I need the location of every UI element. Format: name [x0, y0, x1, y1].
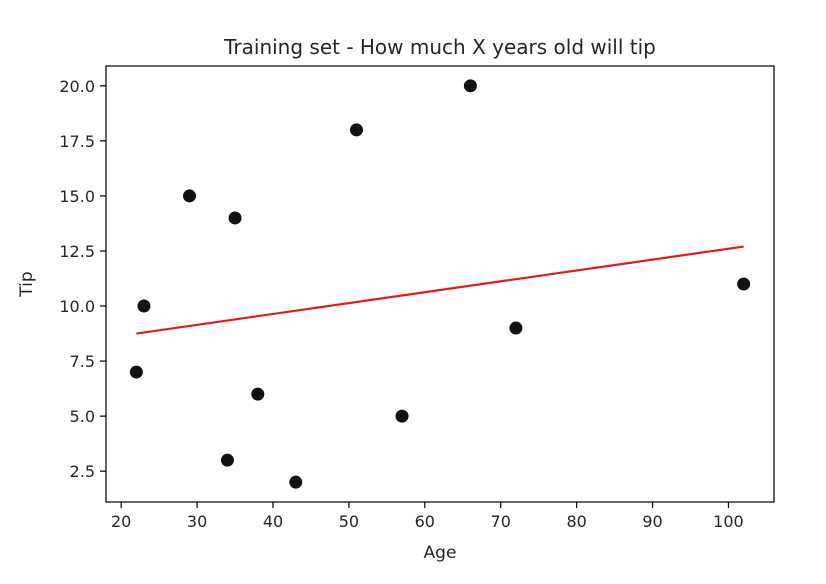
- data-point: [183, 189, 196, 203]
- x-tick-label: 40: [263, 512, 283, 531]
- data-point: [509, 321, 523, 335]
- data-point: [737, 277, 751, 291]
- x-tick-label: 50: [339, 512, 359, 531]
- y-tick-label: 7.5: [70, 352, 95, 371]
- x-tick-label: 20: [111, 512, 131, 531]
- x-tick-label: 100: [713, 512, 744, 531]
- x-tick-label: 30: [187, 512, 207, 531]
- y-tick-label: 20.0: [59, 77, 95, 96]
- data-point: [129, 365, 143, 379]
- regression-line: [136, 245, 744, 335]
- y-tick-label: 5.0: [70, 407, 95, 426]
- x-tick-label: 60: [415, 512, 435, 531]
- y-tick-label: 15.0: [59, 187, 95, 206]
- x-tick-label: 90: [642, 512, 662, 531]
- data-point: [395, 409, 409, 423]
- series-layer: [129, 79, 751, 489]
- y-tick-label: 2.5: [70, 462, 95, 481]
- y-axis-label: Tip: [17, 271, 37, 297]
- ticks-layer: 20 30 40 50 60 70 80 90 100 2.5 5.0 7.5 10.0 12.5 15.0…: [59, 77, 743, 531]
- data-point: [137, 299, 151, 313]
- data-point: [228, 211, 242, 225]
- x-axis-label: Age: [424, 543, 457, 563]
- x-tick-label: 80: [566, 512, 586, 531]
- y-tick-label: 12.5: [59, 242, 95, 261]
- y-tick-label: 10.0: [59, 297, 95, 316]
- y-tick-label: 17.5: [59, 132, 95, 151]
- x-tick-label: 70: [491, 512, 511, 531]
- data-point: [350, 123, 363, 137]
- data-point: [289, 475, 303, 489]
- data-point: [251, 387, 265, 401]
- data-point: [220, 453, 234, 467]
- chart-title: Training set - How much X years old will…: [223, 35, 656, 59]
- plot-frame: [105, 65, 775, 503]
- data-point: [463, 79, 477, 93]
